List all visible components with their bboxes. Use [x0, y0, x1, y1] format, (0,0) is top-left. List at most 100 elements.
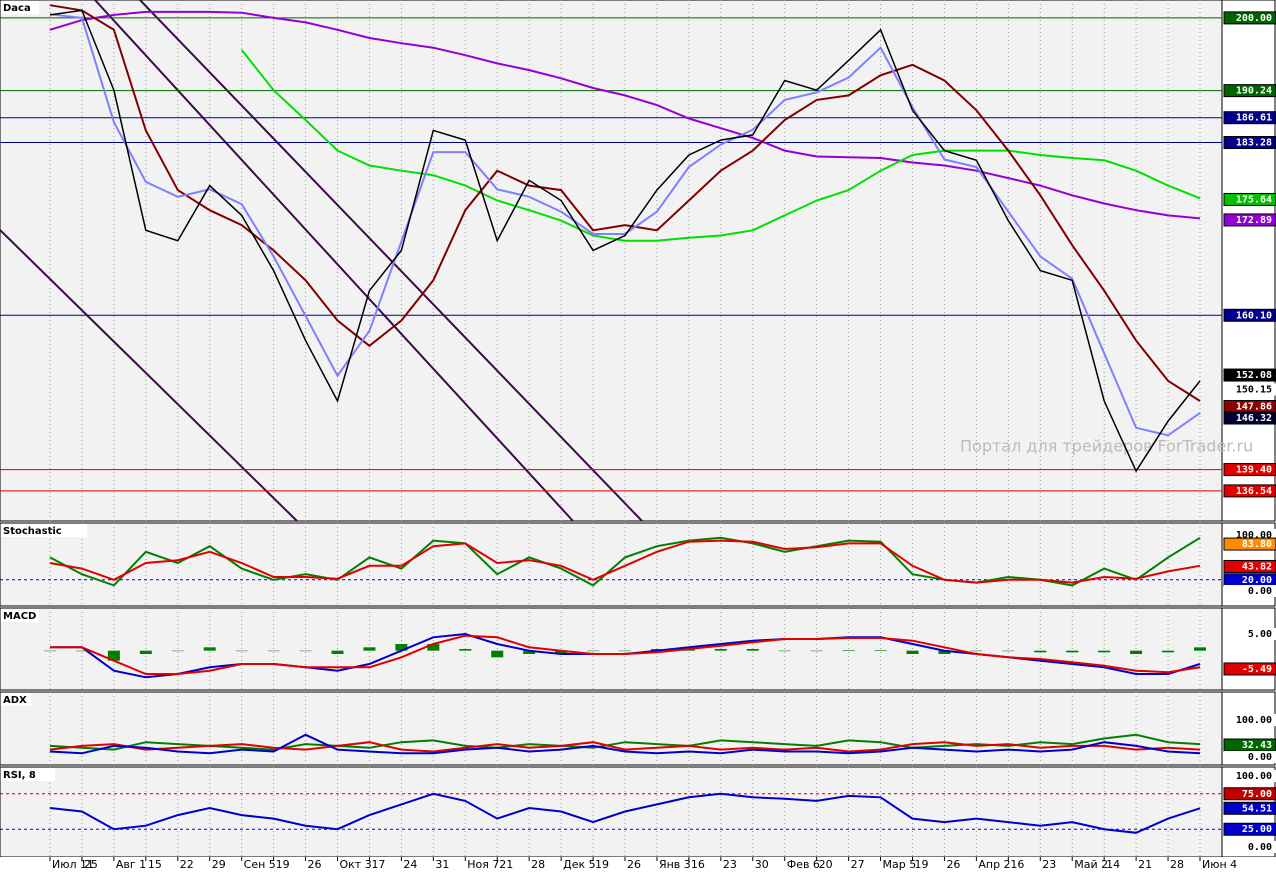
level-tag: [1223, 801, 1276, 815]
x-tick-label: 14: [1106, 858, 1120, 871]
panel-title-bg: [1, 768, 55, 781]
level-tag: [1223, 368, 1276, 382]
series-line: [49, 536, 1201, 587]
histogram-bar: [139, 650, 152, 654]
channel-line: [139, 0, 643, 522]
level-tag: [1223, 537, 1276, 551]
level-label: 5.00: [1248, 629, 1272, 640]
series-line: [49, 733, 1201, 755]
x-tick-label: Дек 5: [563, 858, 596, 871]
level-label: 0.00: [1248, 752, 1272, 763]
series-line: [49, 733, 1201, 751]
level-label: 200.00: [1236, 13, 1272, 24]
level-label: 146.32: [1236, 413, 1272, 424]
histogram-bar: [523, 650, 536, 654]
x-tick-label: 29: [212, 858, 226, 871]
price-axis: [1221, 607, 1276, 691]
channel-line: [0, 229, 298, 522]
histogram-bar: [1130, 650, 1143, 654]
level-tag: [1223, 111, 1276, 125]
x-tick-label: 21: [499, 858, 513, 871]
x-tick-label: 19: [595, 858, 609, 871]
level-tag: [1223, 411, 1276, 425]
x-tick-label: Май 2: [1074, 858, 1108, 871]
level-tag: [1224, 584, 1276, 597]
x-tick-label: Ноя 7: [467, 858, 499, 871]
level-label: 75.00: [1242, 789, 1272, 800]
level-label: 190.24: [1236, 86, 1272, 97]
level-tag: [1223, 822, 1276, 836]
histogram-bar: [75, 650, 88, 652]
level-tag: [1223, 84, 1276, 98]
histogram-bar: [203, 647, 216, 651]
histogram-bar: [938, 650, 951, 654]
level-label: 175.64: [1236, 194, 1272, 205]
series-line: [49, 10, 1201, 220]
histogram-bar: [810, 650, 823, 652]
x-tick-label: 16: [691, 858, 705, 871]
level-label: 20.00: [1242, 575, 1272, 586]
histogram-bar: [1162, 650, 1175, 653]
panel: [0, 691, 1223, 766]
histogram-bar: [1194, 647, 1206, 651]
x-tick-label: Авг 1: [116, 858, 146, 871]
panel: [0, 766, 1223, 858]
x-tick-label: 15: [148, 858, 162, 871]
histogram-bar: [587, 650, 600, 652]
x-tick-label: 26: [627, 858, 641, 871]
watermark: Портал для трейдеров ForTrader.ru: [960, 437, 1253, 456]
histogram-bar: [1002, 650, 1015, 652]
x-tick-label: 27: [851, 858, 865, 871]
histogram-bar: [235, 650, 248, 652]
x-tick-label: 23: [1042, 858, 1056, 871]
histogram-bar: [491, 650, 504, 658]
x-tick-label: Мар 5: [883, 858, 917, 871]
channel-line: [94, 0, 574, 522]
histogram-bar: [459, 649, 472, 651]
level-label: 172.89: [1236, 215, 1272, 226]
x-tick-label: Окт 3: [340, 858, 372, 871]
x-tick-label: 17: [371, 858, 385, 871]
level-tag: [1223, 484, 1276, 498]
x-tick-label: Июн 4: [1202, 858, 1237, 871]
level-label: 43.82: [1242, 561, 1272, 572]
x-tick-label: 16: [1010, 858, 1024, 871]
x-tick-label: 21: [1138, 858, 1152, 871]
level-tag: [1223, 213, 1276, 227]
histogram-bar: [1098, 650, 1111, 653]
series-line: [49, 539, 1201, 584]
level-tag: [1223, 192, 1276, 206]
x-tick-label: 19: [276, 858, 290, 871]
x-tick-label: Сен 5: [244, 858, 276, 871]
level-label: 139.40: [1236, 465, 1272, 476]
x-tick-label: 28: [531, 858, 545, 871]
series-line: [50, 634, 1201, 675]
level-label: 152.08: [1236, 370, 1272, 381]
level-label: 100.00: [1236, 530, 1272, 541]
level-label: 100.00: [1236, 715, 1272, 726]
level-label: 83.80: [1242, 539, 1272, 550]
level-label: 160.10: [1236, 310, 1272, 321]
series-line: [49, 13, 1201, 437]
histogram-bar: [395, 644, 408, 651]
level-tag: [1223, 662, 1276, 676]
level-tag: [1224, 840, 1276, 853]
x-tick-label: Фев 6: [787, 858, 820, 871]
level-label: 183.28: [1236, 138, 1272, 149]
histogram-bar: [555, 650, 568, 654]
panel-title-bg: [1, 1, 39, 14]
level-tag: [1224, 383, 1276, 396]
x-tick-label: 23: [723, 858, 737, 871]
level-tag: [1223, 559, 1276, 573]
histogram-bar: [842, 650, 855, 651]
level-label: -5.49: [1242, 664, 1272, 675]
panel-title: MACD: [3, 611, 36, 622]
trend-channels: [0, 0, 643, 522]
histogram-bar: [619, 650, 631, 652]
level-label: 54.51: [1242, 803, 1272, 814]
x-tick-label: 30: [755, 858, 769, 871]
panel-title: Daca: [3, 3, 31, 14]
histogram-bar: [44, 650, 56, 652]
level-label: 100.00: [1236, 771, 1272, 782]
x-tick-label: Июл 11: [52, 858, 94, 871]
